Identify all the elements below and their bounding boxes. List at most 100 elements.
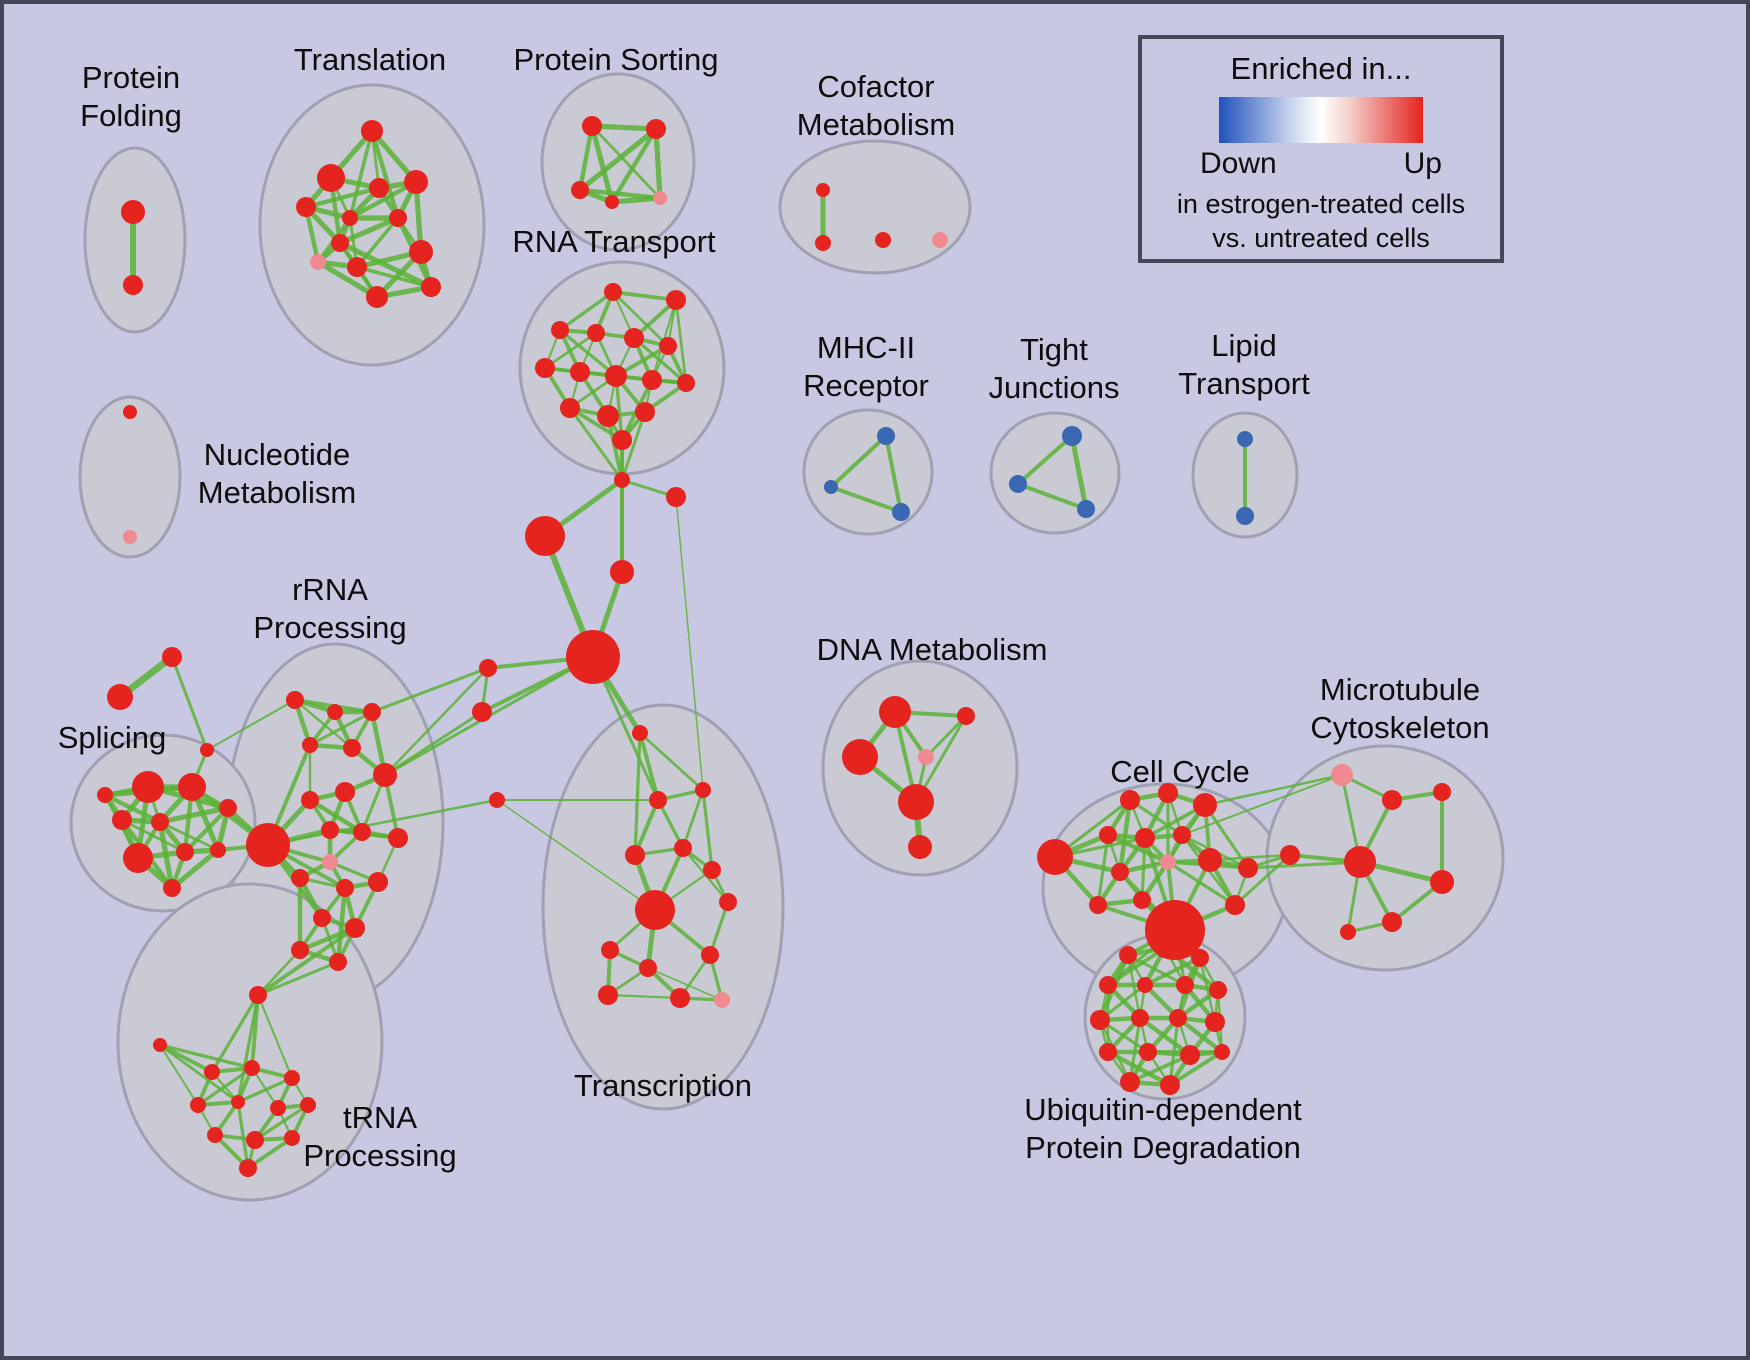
gene-set-node[interactable] xyxy=(1158,783,1178,803)
gene-set-node[interactable] xyxy=(310,254,326,270)
gene-set-node[interactable] xyxy=(112,810,132,830)
gene-set-node[interactable] xyxy=(343,739,361,757)
gene-set-node[interactable] xyxy=(219,799,237,817)
gene-set-node[interactable] xyxy=(1236,507,1254,525)
gene-set-node[interactable] xyxy=(176,843,194,861)
gene-set-node[interactable] xyxy=(409,240,433,264)
gene-set-node[interactable] xyxy=(366,286,388,308)
gene-set-node[interactable] xyxy=(610,560,634,584)
gene-set-node[interactable] xyxy=(327,704,343,720)
gene-set-node[interactable] xyxy=(1139,1043,1157,1061)
gene-set-node[interactable] xyxy=(635,890,675,930)
gene-set-node[interactable] xyxy=(824,480,838,494)
gene-set-node[interactable] xyxy=(625,845,645,865)
gene-set-node[interactable] xyxy=(300,1097,316,1113)
gene-set-node[interactable] xyxy=(570,362,590,382)
gene-set-node[interactable] xyxy=(342,210,358,226)
gene-set-node[interactable] xyxy=(1382,790,1402,810)
gene-set-node[interactable] xyxy=(908,835,932,859)
gene-set-node[interactable] xyxy=(560,398,580,418)
gene-set-node[interactable] xyxy=(1037,839,1073,875)
gene-set-node[interactable] xyxy=(535,358,555,378)
gene-set-node[interactable] xyxy=(635,402,655,422)
gene-set-node[interactable] xyxy=(153,1038,167,1052)
gene-set-node[interactable] xyxy=(666,487,686,507)
gene-set-node[interactable] xyxy=(1331,764,1353,786)
gene-set-node[interactable] xyxy=(388,828,408,848)
gene-set-node[interactable] xyxy=(368,872,388,892)
gene-set-node[interactable] xyxy=(1382,912,1402,932)
gene-set-node[interactable] xyxy=(659,337,677,355)
gene-set-node[interactable] xyxy=(1089,896,1107,914)
gene-set-node[interactable] xyxy=(200,743,214,757)
gene-set-node[interactable] xyxy=(1155,938,1175,958)
gene-set-node[interactable] xyxy=(123,530,137,544)
gene-set-node[interactable] xyxy=(957,707,975,725)
gene-set-node[interactable] xyxy=(121,200,145,224)
gene-set-node[interactable] xyxy=(1214,1044,1230,1060)
gene-set-node[interactable] xyxy=(162,647,182,667)
gene-set-node[interactable] xyxy=(1433,783,1451,801)
gene-set-node[interactable] xyxy=(284,1070,300,1086)
gene-set-node[interactable] xyxy=(472,702,492,722)
gene-set-node[interactable] xyxy=(246,1131,264,1149)
gene-set-node[interactable] xyxy=(695,782,711,798)
gene-set-node[interactable] xyxy=(632,725,648,741)
gene-set-node[interactable] xyxy=(1205,1012,1225,1032)
gene-set-node[interactable] xyxy=(653,191,667,205)
gene-set-node[interactable] xyxy=(210,842,226,858)
gene-set-node[interactable] xyxy=(1180,1045,1200,1065)
gene-set-node[interactable] xyxy=(703,861,721,879)
gene-set-node[interactable] xyxy=(605,195,619,209)
gene-set-node[interactable] xyxy=(132,771,164,803)
gene-set-node[interactable] xyxy=(714,992,730,1008)
gene-set-node[interactable] xyxy=(1344,846,1376,878)
gene-set-node[interactable] xyxy=(336,879,354,897)
gene-set-node[interactable] xyxy=(674,839,692,857)
gene-set-node[interactable] xyxy=(1099,826,1117,844)
gene-set-node[interactable] xyxy=(614,472,630,488)
gene-set-node[interactable] xyxy=(369,178,389,198)
gene-set-node[interactable] xyxy=(646,119,666,139)
gene-set-node[interactable] xyxy=(301,791,319,809)
gene-set-node[interactable] xyxy=(879,696,911,728)
gene-set-node[interactable] xyxy=(1160,854,1176,870)
gene-set-node[interactable] xyxy=(612,430,632,450)
gene-set-node[interactable] xyxy=(571,181,589,199)
gene-set-node[interactable] xyxy=(123,843,153,873)
gene-set-node[interactable] xyxy=(598,985,618,1005)
gene-set-node[interactable] xyxy=(479,659,497,677)
gene-set-node[interactable] xyxy=(151,813,169,831)
gene-set-node[interactable] xyxy=(347,257,367,277)
gene-set-node[interactable] xyxy=(624,328,644,348)
gene-set-node[interactable] xyxy=(816,183,830,197)
gene-set-node[interactable] xyxy=(1131,1009,1149,1027)
gene-set-node[interactable] xyxy=(815,235,831,251)
gene-set-node[interactable] xyxy=(1280,845,1300,865)
gene-set-node[interactable] xyxy=(892,503,910,521)
gene-set-node[interactable] xyxy=(489,792,505,808)
gene-set-node[interactable] xyxy=(107,684,133,710)
gene-set-node[interactable] xyxy=(244,1060,260,1076)
gene-set-node[interactable] xyxy=(587,324,605,342)
gene-set-node[interactable] xyxy=(677,374,695,392)
gene-set-node[interactable] xyxy=(597,405,619,427)
gene-set-node[interactable] xyxy=(1111,863,1129,881)
gene-set-node[interactable] xyxy=(322,854,338,870)
gene-set-node[interactable] xyxy=(701,946,719,964)
gene-set-node[interactable] xyxy=(329,953,347,971)
gene-set-node[interactable] xyxy=(291,869,309,887)
gene-set-node[interactable] xyxy=(163,879,181,897)
gene-set-node[interactable] xyxy=(331,234,349,252)
gene-set-node[interactable] xyxy=(719,893,737,911)
gene-set-node[interactable] xyxy=(302,737,318,753)
gene-set-node[interactable] xyxy=(1120,790,1140,810)
gene-set-node[interactable] xyxy=(1173,826,1191,844)
gene-set-node[interactable] xyxy=(877,427,895,445)
gene-set-node[interactable] xyxy=(389,209,407,227)
gene-set-node[interactable] xyxy=(666,290,686,310)
gene-set-node[interactable] xyxy=(605,365,627,387)
gene-set-node[interactable] xyxy=(361,120,383,142)
gene-set-node[interactable] xyxy=(190,1097,206,1113)
gene-set-node[interactable] xyxy=(421,277,441,297)
